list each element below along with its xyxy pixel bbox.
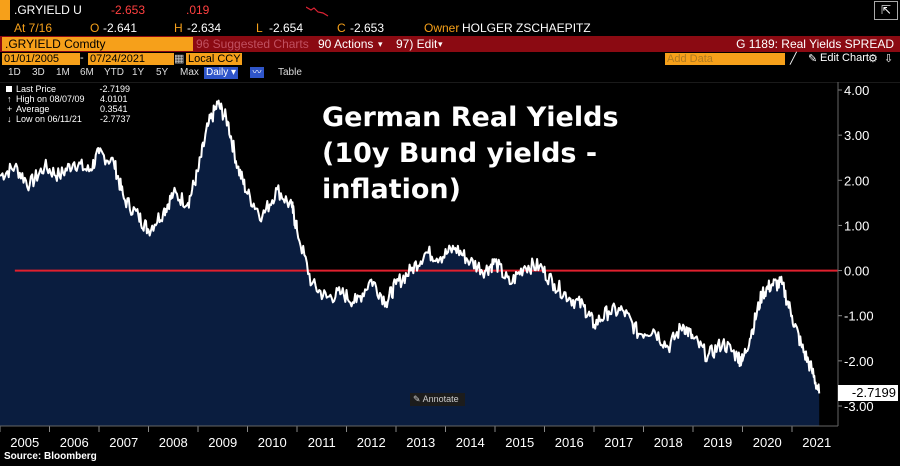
tab-1m[interactable]: 1M <box>56 67 70 78</box>
ticker-header: .GRYIELD U -2.653 .019 ⇱ <box>0 0 900 20</box>
x-tick-label: 2011 <box>308 435 336 450</box>
chart-title: German Real Yields (10y Bund yields - in… <box>322 102 619 205</box>
line-tool-icon[interactable]: ╱ <box>790 53 797 65</box>
x-tick-label: 2019 <box>703 435 732 450</box>
legend-last-value: -2.7199 <box>99 84 130 94</box>
x-tick-label: 2015 <box>505 435 534 450</box>
open-label: O <box>90 21 100 35</box>
tab-5y[interactable]: 5Y <box>156 67 169 78</box>
add-data-input[interactable]: Add Data <box>665 53 785 65</box>
tab-ytd[interactable]: YTD <box>104 67 124 78</box>
last-value: -2.653 <box>111 3 146 17</box>
y-tick-label: 3.00 <box>844 128 869 143</box>
end-date-input[interactable]: 07/24/2021 <box>88 53 174 65</box>
legend: Last Price -2.7199 ↑ High on 08/07/09 4.010… <box>4 84 132 130</box>
x-tick-label: 2020 <box>753 435 782 450</box>
high-value: -2.634 <box>187 21 222 35</box>
x-tick-label: 2016 <box>555 435 584 450</box>
sparkline-icon <box>306 6 329 17</box>
x-tick-label: 2008 <box>159 435 188 450</box>
owner-label: Owner <box>424 21 460 35</box>
y-tick-label: 1.00 <box>844 218 869 233</box>
up-arrow-icon: ↑ <box>7 94 12 104</box>
legend-low-value: -2.7737 <box>100 114 131 124</box>
owner-name: HOLGER ZSCHAEPITZ <box>462 21 591 35</box>
x-tick-label: 2017 <box>604 435 633 450</box>
chart-title-label: G 1189: Real Yields SPREAD <box>736 37 894 51</box>
legend-low-label: Low on 06/11/21 <box>16 114 82 124</box>
annotate-label: Annotate <box>422 394 459 404</box>
chevron-down-icon: ▾ <box>378 39 383 49</box>
period-select[interactable]: Daily ▾ <box>204 67 239 79</box>
low-label: L <box>256 21 263 35</box>
ticker-marker <box>0 0 10 20</box>
download-icon[interactable]: ⇩ <box>884 53 894 65</box>
calendar-icon[interactable]: ▦ <box>174 53 185 65</box>
x-tick-label: 2021 <box>802 435 831 450</box>
date-separator: - <box>80 52 84 64</box>
quote-date: At 7/16 <box>14 21 53 35</box>
period-tabs: 1D 3D 1M 6M YTD 1Y 5Y Max Daily ▾ 〰 Tabl… <box>0 66 900 80</box>
x-tick-label: 2009 <box>208 435 237 450</box>
ticker-symbol[interactable]: .GRYIELD U <box>14 3 82 17</box>
average-icon: + <box>7 104 13 114</box>
series-line <box>0 99 821 394</box>
table-button[interactable]: Table <box>278 67 302 78</box>
legend-high-value: 4.0101 <box>100 94 128 104</box>
tab-max[interactable]: Max <box>180 67 199 78</box>
date-range-bar: 01/01/2005 - 07/24/2021 ▦ Local CCY Add … <box>0 52 900 66</box>
tab-3d[interactable]: 3D <box>32 67 45 78</box>
real-yields-chart: 2005 2006 2007 2008 2009 2010 2011 2012 2013 2014… <box>0 82 900 450</box>
expand-icon[interactable]: ⇱ <box>874 1 898 20</box>
currency-select[interactable]: Local CCY <box>186 53 242 65</box>
legend-average-label: Average <box>16 104 50 114</box>
x-tick-label: 2018 <box>654 435 683 450</box>
tab-1d[interactable]: 1D <box>8 67 21 78</box>
suggested-charts-button[interactable]: 96 Suggested Charts <box>196 37 309 51</box>
legend-swatch <box>6 86 12 92</box>
edit-chart-icon[interactable]: ✎ <box>808 53 818 65</box>
change-value: .019 <box>186 3 210 17</box>
y-tick-label: -3.00 <box>844 399 874 414</box>
legend-high-label: High on 08/07/09 <box>16 94 85 104</box>
edit-chart-button[interactable]: Edit Chart <box>820 52 869 64</box>
tab-1y[interactable]: 1Y <box>132 67 145 78</box>
area-fill <box>0 100 820 426</box>
y-tick-label: -1.00 <box>844 309 874 324</box>
edit-menu[interactable]: 97) Edit <box>396 37 438 51</box>
security-field[interactable]: .GRYIELD Comdty <box>2 37 193 51</box>
toolbar: .GRYIELD Comdty 96 Suggested Charts 90 A… <box>0 36 900 52</box>
x-tick-label: 2010 <box>258 435 287 450</box>
open-value: -2.641 <box>103 21 138 35</box>
quote-bar: At 7/16 O -2.641 H -2.634 L -2.654 C -2.… <box>0 20 900 36</box>
low-value: -2.654 <box>269 21 304 35</box>
period-label: Daily <box>206 67 229 78</box>
x-tick-label: 2006 <box>60 435 89 450</box>
chevron-down-icon: ▾ <box>438 39 443 49</box>
close-value: -2.653 <box>350 21 385 35</box>
high-label: H <box>174 21 183 35</box>
legend-average-value: 0.3541 <box>100 104 128 114</box>
actions-menu[interactable]: 90 Actions <box>318 37 374 51</box>
chart-type-icon[interactable]: 〰 <box>250 67 264 78</box>
y-tick-label: 2.00 <box>844 173 869 188</box>
y-tick-label: -2.00 <box>844 354 874 369</box>
y-tick-label: 4.00 <box>844 83 869 98</box>
x-tick-label: 2013 <box>406 435 435 450</box>
last-value-label: -2.7199 <box>838 385 898 401</box>
annotate-icon: ✎ <box>413 394 421 404</box>
x-tick-label: 2005 <box>10 435 39 450</box>
source-footer: Source: Bloomberg <box>4 451 97 462</box>
close-label: C <box>337 21 346 35</box>
tab-6m[interactable]: 6M <box>80 67 94 78</box>
annotate-button[interactable]: ✎ Annotate <box>410 393 465 406</box>
legend-last-label: Last Price <box>16 84 57 94</box>
x-tick-label: 2012 <box>357 435 386 450</box>
settings-icon[interactable]: ⚙ <box>868 53 878 65</box>
x-tick-label: 2007 <box>109 435 138 450</box>
y-tick-label: 0.00 <box>844 264 869 279</box>
x-tick-label: 2014 <box>456 435 485 450</box>
down-arrow-icon: ↓ <box>7 114 12 124</box>
start-date-input[interactable]: 01/01/2005 <box>2 53 80 65</box>
